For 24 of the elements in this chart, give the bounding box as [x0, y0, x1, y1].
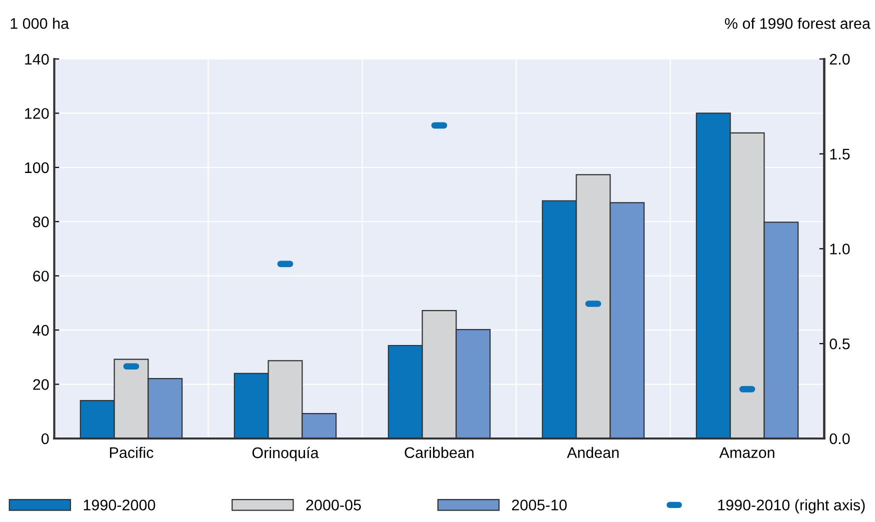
y-tick-label: 0: [41, 433, 49, 444]
legend-label: 2005-10: [512, 500, 567, 510]
y2-axis-title: % of 1990 forest area: [724, 18, 870, 29]
y-tick-label: 80: [33, 216, 49, 228]
y-tick-label: 140: [25, 54, 49, 65]
y-tick-label: 20: [33, 379, 49, 390]
x-tick-label: Amazon: [719, 447, 774, 458]
y-tick-label: 60: [33, 270, 49, 282]
y2-tick-label: 1.5: [830, 148, 850, 160]
legend-label: 1990-2010 (right axis): [718, 499, 865, 514]
y-tick-label: 40: [32, 324, 49, 336]
legend-label: 2000-05: [306, 500, 361, 510]
legend-label: 1990-2000: [84, 500, 156, 510]
y2-tick-label: 0.0: [830, 433, 850, 444]
y2-tick-label: 1.0: [830, 244, 850, 254]
x-tick-label: Pacific: [110, 446, 154, 458]
y-axis-title: 1 000 ha: [10, 18, 70, 29]
x-tick-label: Caribbean: [404, 446, 474, 458]
y-tick-label: 100: [25, 162, 49, 174]
x-tick-label: Andean: [566, 446, 619, 458]
y-tick-label: 120: [25, 108, 49, 119]
y2-tick-label: 2.0: [830, 54, 850, 65]
y2-tick-label: 0.5: [830, 338, 850, 350]
x-tick-label: Orinoquía: [252, 446, 319, 462]
